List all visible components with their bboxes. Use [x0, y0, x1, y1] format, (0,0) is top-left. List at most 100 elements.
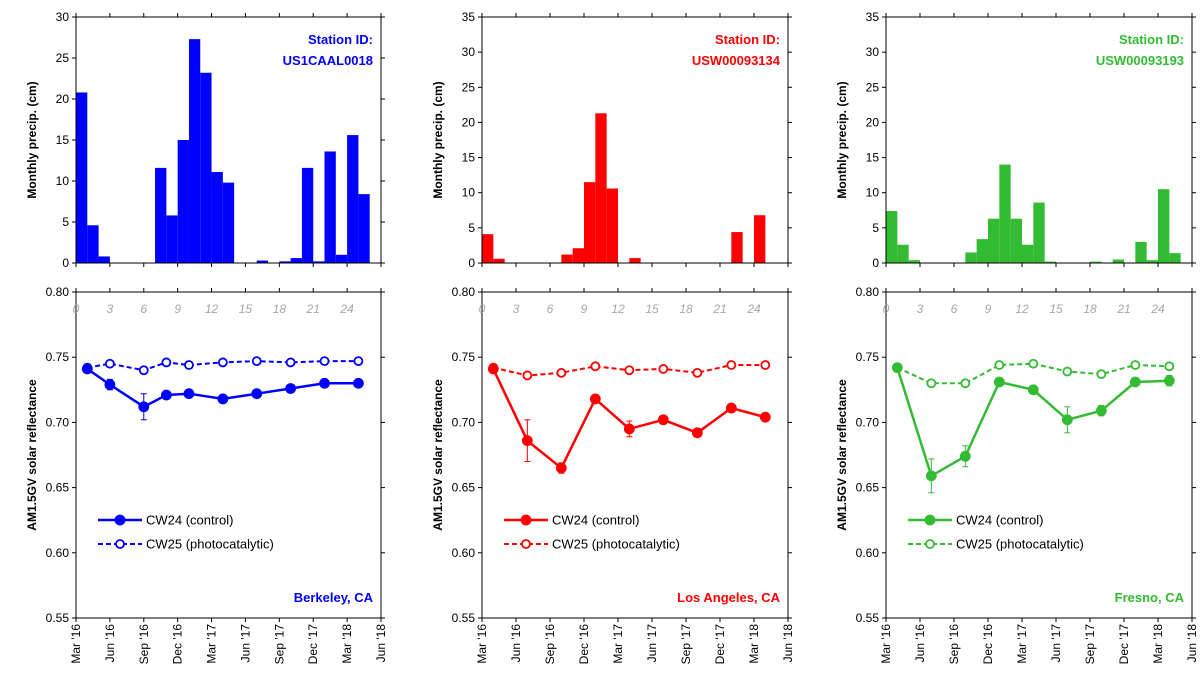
los-angeles-reflectance-control-point	[759, 411, 771, 423]
fresno-reflectance-xtick-label: Jun '17	[1049, 624, 1063, 663]
fresno-precip-ytick-label: 30	[866, 45, 880, 59]
fresno-precip-bar	[897, 244, 909, 263]
fresno-reflectance-month-label: 18	[1083, 302, 1097, 316]
fresno-reflectance-xtick-label: Dec '16	[981, 624, 995, 665]
fresno-reflectance-month-label: 0	[883, 302, 890, 316]
fresno-reflectance-photocatalytic-point	[926, 378, 937, 389]
los-angeles-reflectance-xtick-label: Mar '17	[611, 624, 625, 664]
berkeley-precip-ylabel: Monthly precip. (cm)	[25, 81, 39, 198]
los-angeles-reflectance-control-point	[521, 435, 533, 447]
berkeley-reflectance-photocatalytic-point	[104, 358, 115, 369]
berkeley-reflectance-xtick-label: Jun '17	[238, 624, 252, 663]
fresno-precip-bar	[1146, 260, 1158, 263]
los-angeles-precip-ytick-label: 30	[462, 45, 476, 59]
berkeley-precip-ytick-label: 30	[56, 10, 70, 24]
berkeley-reflectance-control-point	[81, 363, 93, 375]
fresno-reflectance-location-label: Fresno, CA	[1115, 590, 1185, 605]
berkeley-precip-ytick-label: 0	[62, 256, 69, 270]
los-angeles-reflectance-xtick-label: Jun '18	[781, 624, 795, 663]
berkeley-precip-station-label: Station ID:	[308, 32, 373, 47]
fresno-reflectance-ytick-label: 0.65	[856, 481, 880, 495]
los-angeles-reflectance-photocatalytic-point	[760, 360, 771, 370]
berkeley-reflectance-legend-control-label: CW24 (control)	[146, 513, 233, 528]
berkeley-reflectance-photocatalytic-point	[217, 357, 228, 368]
fresno-reflectance-control-point	[1163, 375, 1175, 387]
berkeley-reflectance-month-label: 12	[205, 302, 219, 316]
los-angeles-reflectance-xtick-label: Mar '16	[475, 624, 489, 664]
fresno-reflectance-control-point	[1129, 376, 1141, 388]
los-angeles-precip-ytick-label: 0	[468, 256, 475, 270]
berkeley-reflectance-xtick-label: Dec '16	[171, 624, 185, 665]
berkeley-precip-bar	[290, 258, 302, 263]
fresno-precip-bar	[965, 252, 977, 263]
fresno-reflectance-xtick-label: Jun '18	[1185, 624, 1199, 663]
berkeley-reflectance-photocatalytic-point	[138, 365, 149, 376]
berkeley-precip-bar	[166, 215, 178, 263]
los-angeles-precip-bar	[482, 234, 494, 263]
berkeley-reflectance-control-point	[183, 388, 195, 400]
los-angeles-reflectance-xtick-label: Dec '17	[713, 624, 727, 665]
los-angeles-reflectance-month-label: 18	[679, 302, 693, 316]
berkeley-reflectance-photocatalytic-point	[285, 357, 296, 368]
los-angeles-precip-bar	[754, 215, 766, 263]
fresno-reflectance-month-label: 24	[1150, 302, 1165, 316]
berkeley-precip-bar	[76, 92, 88, 263]
los-angeles-reflectance-control-point	[691, 427, 703, 439]
fresno-reflectance-chart: 0.55 0.60 0.65 0.70 0.75 0.80 AM1.5GV solar re…	[835, 285, 1199, 664]
fresno-precip-bar	[886, 210, 898, 263]
los-angeles-precip-bar	[584, 182, 596, 263]
berkeley-reflectance-frame	[75, 291, 382, 619]
los-angeles-reflectance-photocatalytic-point	[556, 367, 567, 378]
berkeley-reflectance-photocatalytic-point	[319, 356, 330, 367]
berkeley-reflectance-xtick-label: Mar '18	[340, 624, 354, 664]
fresno-reflectance-ylabel: AM1.5GV solar reflectance	[835, 379, 849, 531]
fresno-precip-ytick-label: 10	[866, 186, 880, 200]
los-angeles-reflectance-month-label: 21	[712, 302, 726, 316]
fresno-precip-bar	[908, 260, 920, 263]
fresno-precip-ylabel: Monthly precip. (cm)	[835, 81, 849, 198]
los-angeles-reflectance-control-point	[623, 423, 635, 435]
los-angeles-reflectance-control-point	[725, 402, 737, 414]
los-angeles-reflectance-month-label: 6	[547, 302, 554, 316]
fresno-reflectance-photocatalytic-point	[994, 360, 1005, 370]
los-angeles-reflectance-ylabel: AM1.5GV solar reflectance	[431, 379, 445, 531]
berkeley-reflectance-legend-photocatalytic-marker	[115, 539, 125, 549]
los-angeles-reflectance-control-point	[657, 414, 669, 426]
los-angeles-precip-ytick-label: 10	[462, 186, 476, 200]
los-angeles-precip-station-label: Station ID:	[715, 32, 780, 47]
berkeley-precip-bar	[87, 225, 99, 263]
berkeley-precip-bar	[324, 151, 336, 263]
fresno-reflectance-ytick-label: 0.75	[856, 350, 880, 364]
fresno-reflectance-photocatalytic-point	[1164, 361, 1175, 372]
fresno-reflectance-frame	[885, 291, 1193, 619]
berkeley-reflectance-control-point	[104, 379, 116, 390]
los-angeles-precip-ytick-label: 15	[462, 151, 476, 165]
los-angeles-precip-ytick-label: 25	[462, 80, 476, 94]
los-angeles-reflectance-legend-photocatalytic-label: CW25 (photocatalytic)	[552, 537, 680, 552]
berkeley-reflectance-xtick-label: Sep '16	[137, 624, 151, 665]
fresno-reflectance-legend-control-label: CW24 (control)	[956, 513, 1043, 528]
los-angeles-reflectance-month-label: 9	[581, 302, 588, 316]
berkeley-reflectance-photocatalytic-point	[353, 356, 364, 367]
los-angeles-reflectance-ytick-label: 0.80	[452, 285, 476, 299]
fresno-reflectance-photocatalytic-point	[1062, 366, 1073, 377]
fresno-reflectance-ytick-label: 0.60	[856, 546, 880, 560]
fresno-reflectance-xtick-label: Mar '16	[879, 624, 893, 664]
los-angeles-reflectance-ytick-label: 0.65	[452, 481, 476, 495]
berkeley-reflectance-month-label: 6	[140, 302, 147, 316]
fresno-precip-ytick-label: 15	[866, 151, 880, 165]
fresno-precip-bar	[1022, 244, 1034, 263]
berkeley-reflectance-control-point	[160, 389, 172, 401]
los-angeles-reflectance-photocatalytic-point	[692, 367, 703, 378]
berkeley-reflectance-ytick-label: 0.70	[46, 415, 70, 429]
berkeley-reflectance-location-label: Berkeley, CA	[294, 590, 374, 605]
berkeley-reflectance-control-point	[285, 383, 297, 394]
berkeley-reflectance-xtick-label: Jun '16	[103, 624, 117, 663]
fresno-precip-bar	[1033, 202, 1045, 263]
berkeley-reflectance-ytick-label: 0.55	[46, 611, 70, 625]
los-angeles-precip-bar	[606, 188, 618, 263]
fresno-reflectance-xtick-label: Dec '17	[1117, 624, 1131, 665]
los-angeles-reflectance-control-line	[492, 368, 766, 470]
los-angeles-precip-bar	[595, 113, 607, 263]
